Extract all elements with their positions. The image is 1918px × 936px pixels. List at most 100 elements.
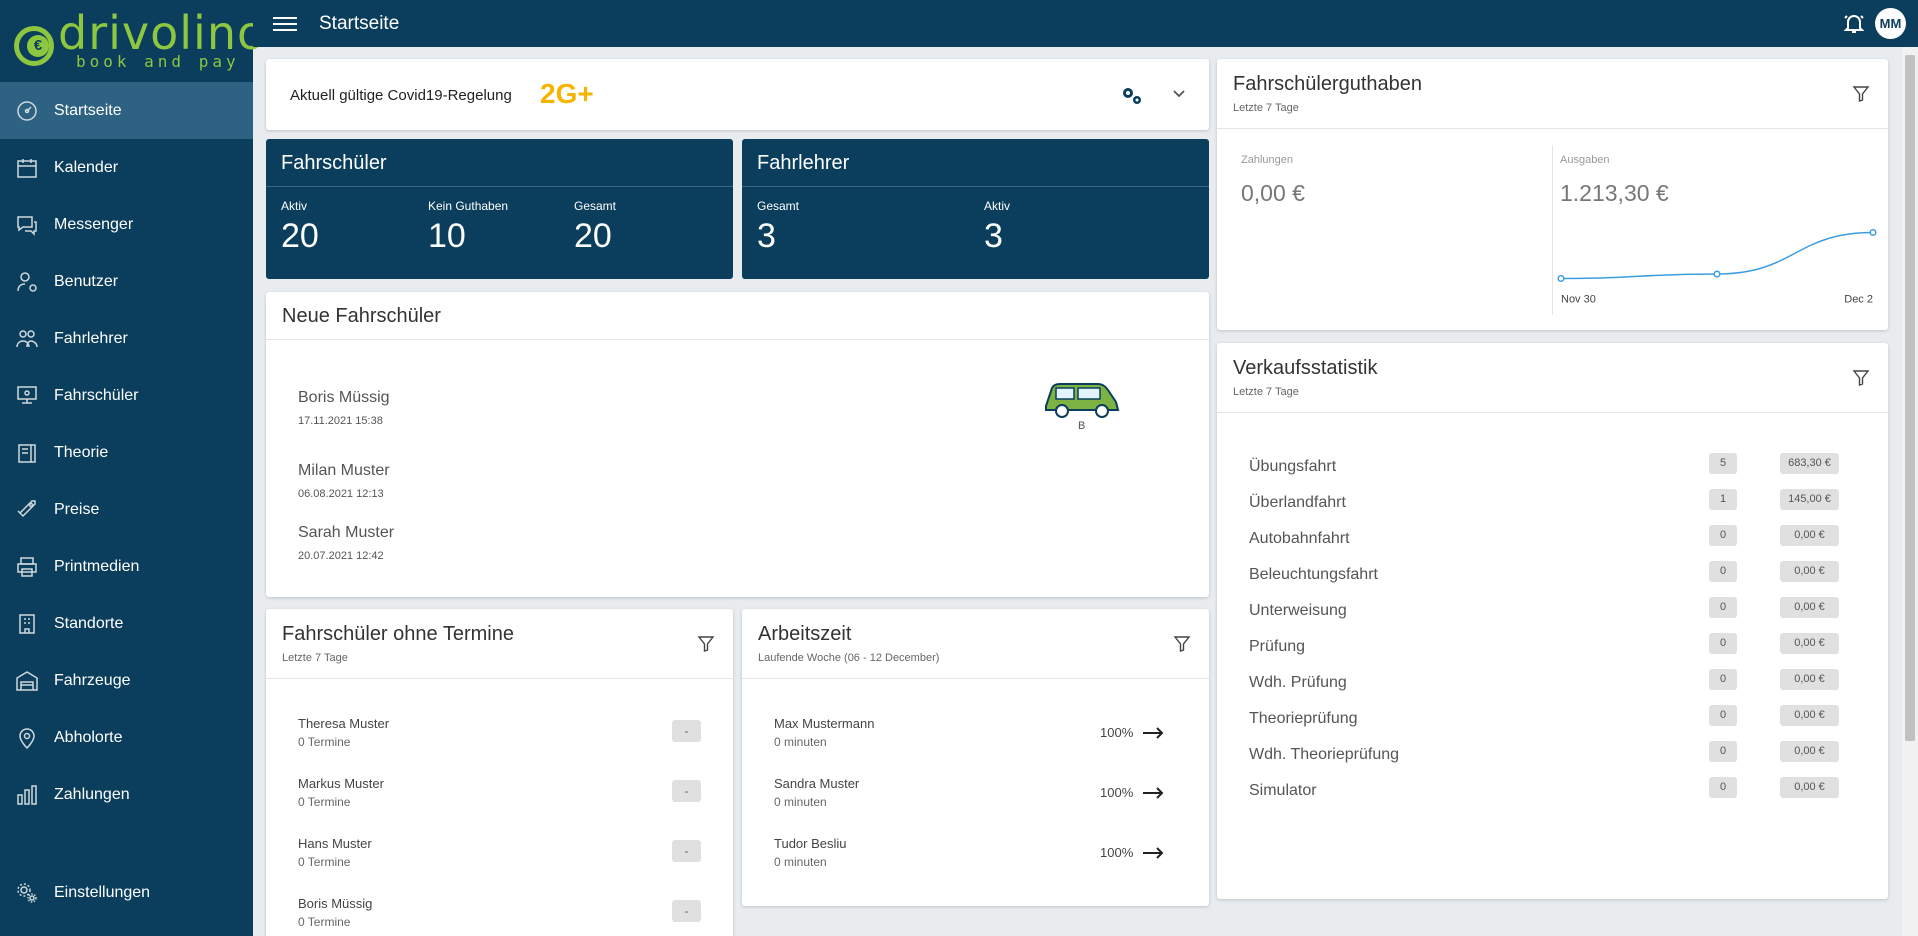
sidebar-item-fahrschueler[interactable]: Fahrschüler bbox=[0, 367, 253, 424]
sidebar-item-kalender[interactable]: Kalender bbox=[0, 139, 253, 196]
chart-x-tick-end: Dec 2 bbox=[1844, 294, 1873, 306]
sidebar-item-einstellungen[interactable]: Einstellungen bbox=[0, 864, 253, 921]
sidebar-item-standorte[interactable]: Standorte bbox=[0, 595, 253, 652]
row-label: Unterweisung bbox=[1249, 602, 1347, 619]
sidebar-item-label: Standorte bbox=[54, 614, 124, 632]
card-title: Fahrschüler ohne Termine bbox=[282, 623, 514, 645]
pickup-pin-icon bbox=[14, 725, 40, 751]
percent-value: 100% bbox=[1100, 725, 1134, 740]
count-badge: 0 bbox=[1709, 777, 1737, 798]
list-item[interactable]: Tudor Besliu 0 minuten bbox=[774, 836, 847, 869]
covid-card: Aktuell gültige Covid19-Regelung 2G+ bbox=[266, 59, 1209, 130]
count-badge: 0 bbox=[1709, 561, 1737, 582]
arrow-right-icon[interactable] bbox=[1142, 787, 1164, 799]
building-icon bbox=[14, 611, 40, 637]
avatar[interactable]: MM bbox=[1875, 8, 1906, 39]
fahrlehrer-stats-card[interactable]: Fahrlehrer Gesamt 3 Aktiv 3 bbox=[742, 139, 1209, 279]
card-header: Arbeitszeit Laufende Woche (06 - 12 Dece… bbox=[742, 609, 1209, 679]
logo[interactable]: € drivolino book and pay bbox=[0, 0, 265, 82]
list-item[interactable]: Markus Muster 0 Termine bbox=[298, 776, 384, 809]
amount-badge: 0,00 € bbox=[1780, 633, 1839, 654]
filter-icon[interactable] bbox=[1852, 369, 1870, 387]
table-row[interactable]: Überlandfahrt 1 145,00 € bbox=[1249, 489, 1869, 513]
sidebar-item-label: Benutzer bbox=[54, 272, 119, 290]
sidebar-item-label: Einstellungen bbox=[54, 883, 151, 901]
menu-icon[interactable] bbox=[273, 13, 297, 35]
list-item[interactable]: Max Mustermann 0 minuten bbox=[774, 716, 875, 749]
chat-icon bbox=[14, 212, 40, 238]
count-badge: 0 bbox=[1709, 633, 1737, 654]
filter-icon[interactable] bbox=[1173, 635, 1191, 653]
row-label: Prüfung bbox=[1249, 638, 1306, 655]
amount-badge: 0,00 € bbox=[1780, 741, 1839, 762]
covid-rule-value: 2G+ bbox=[540, 78, 594, 109]
sidebar-item-label: Startseite bbox=[54, 101, 122, 119]
table-row[interactable]: Übungsfahrt 5 683,30 € bbox=[1249, 453, 1869, 477]
filter-icon[interactable] bbox=[1852, 85, 1870, 103]
table-row[interactable]: Prüfung 0 0,00 € bbox=[1249, 633, 1869, 657]
sidebar-item-fahrzeuge[interactable]: Fahrzeuge bbox=[0, 652, 253, 709]
coin-logo-icon: € bbox=[14, 26, 54, 66]
table-row[interactable]: Wdh. Theorieprüfung 0 0,00 € bbox=[1249, 741, 1869, 765]
sidebar-item-benutzer[interactable]: Benutzer bbox=[0, 253, 253, 310]
count-badge: 0 bbox=[1709, 525, 1737, 546]
sidebar-item-printmedien[interactable]: Printmedien bbox=[0, 538, 253, 595]
ohne-termine-card: Fahrschüler ohne Termine Letzte 7 Tage T… bbox=[266, 609, 733, 936]
amount-badge: 0,00 € bbox=[1780, 561, 1839, 582]
stat-aktiv: Aktiv 3 bbox=[984, 199, 1011, 255]
gear-icon[interactable] bbox=[1119, 83, 1143, 107]
sidebar-item-abholorte[interactable]: Abholorte bbox=[0, 709, 253, 766]
row-label: Theorieprüfung bbox=[1249, 710, 1358, 727]
page-title: Startseite bbox=[319, 12, 400, 34]
brand-name: drivolino bbox=[58, 6, 267, 60]
sidebar-item-label: Preise bbox=[54, 500, 100, 518]
row-label: Autobahnfahrt bbox=[1249, 530, 1350, 547]
scrollbar[interactable] bbox=[1902, 47, 1918, 936]
table-row[interactable]: Beleuchtungsfahrt 0 0,00 € bbox=[1249, 561, 1869, 585]
sidebar-item-label: Fahrschüler bbox=[54, 386, 139, 404]
fahrschueler-stats-card[interactable]: Fahrschüler Aktiv 20 Kein Guthaben 10 Ge… bbox=[266, 139, 733, 279]
list-item[interactable]: Milan Muster 06.08.2021 12:13 bbox=[298, 462, 390, 500]
list-item[interactable]: Hans Muster 0 Termine bbox=[298, 836, 372, 869]
sidebar: € drivolino book and pay Startseite Kalen… bbox=[0, 0, 265, 936]
sidebar-item-preise[interactable]: Preise bbox=[0, 481, 253, 538]
chevron-down-icon[interactable] bbox=[1171, 85, 1187, 101]
stat-gesamt: Gesamt 3 bbox=[757, 199, 800, 255]
list-item[interactable]: Sandra Muster 0 minuten bbox=[774, 776, 860, 809]
list-item[interactable]: Theresa Muster 0 Termine bbox=[298, 716, 390, 749]
bell-icon[interactable] bbox=[1842, 11, 1866, 35]
count-badge: 0 bbox=[1709, 741, 1737, 762]
sidebar-item-theorie[interactable]: Theorie bbox=[0, 424, 253, 481]
row-label: Überlandfahrt bbox=[1249, 494, 1346, 511]
table-row[interactable]: Autobahnfahrt 0 0,00 € bbox=[1249, 525, 1869, 549]
sidebar-item-zahlungen[interactable]: Zahlungen bbox=[0, 766, 253, 823]
arrow-right-icon[interactable] bbox=[1142, 847, 1164, 859]
student-icon bbox=[14, 383, 40, 409]
row-label: Übungsfahrt bbox=[1249, 458, 1337, 475]
list-item[interactable]: Boris Müssig 17.11.2021 15:38 bbox=[298, 389, 390, 427]
nav-list: Startseite Kalender Messenger Benutzer Fahrl… bbox=[0, 82, 253, 823]
scrollbar-thumb[interactable] bbox=[1905, 55, 1915, 741]
table-row[interactable]: Theorieprüfung 0 0,00 € bbox=[1249, 705, 1869, 729]
card-title: Fahrschüler bbox=[266, 139, 733, 187]
row-label: Wdh. Theorieprüfung bbox=[1249, 746, 1400, 763]
divider bbox=[1552, 145, 1553, 315]
book-icon bbox=[14, 440, 40, 466]
table-row[interactable]: Unterweisung 0 0,00 € bbox=[1249, 597, 1869, 621]
sidebar-item-fahrlehrer[interactable]: Fahrlehrer bbox=[0, 310, 253, 367]
status-badge: - bbox=[672, 780, 701, 802]
arrow-right-icon[interactable] bbox=[1142, 727, 1164, 739]
sidebar-item-startseite[interactable]: Startseite bbox=[0, 82, 253, 139]
list-item[interactable]: Boris Müssig 0 Termine bbox=[298, 896, 373, 929]
table-row[interactable]: Wdh. Prüfung 0 0,00 € bbox=[1249, 669, 1869, 693]
sidebar-item-messenger[interactable]: Messenger bbox=[0, 196, 253, 253]
amount-badge: 145,00 € bbox=[1780, 489, 1839, 510]
list-item[interactable]: Sarah Muster 20.07.2021 12:42 bbox=[298, 524, 395, 562]
stat-gesamt: Gesamt 20 bbox=[574, 199, 617, 255]
card-title: Fahrlehrer bbox=[742, 139, 1209, 187]
filter-icon[interactable] bbox=[697, 635, 715, 653]
brand-tagline: book and pay bbox=[76, 52, 240, 71]
card-subtitle: Letzte 7 Tage bbox=[1233, 386, 1299, 398]
sidebar-item-label: Theorie bbox=[54, 443, 109, 461]
table-row[interactable]: Simulator 0 0,00 € bbox=[1249, 777, 1869, 801]
